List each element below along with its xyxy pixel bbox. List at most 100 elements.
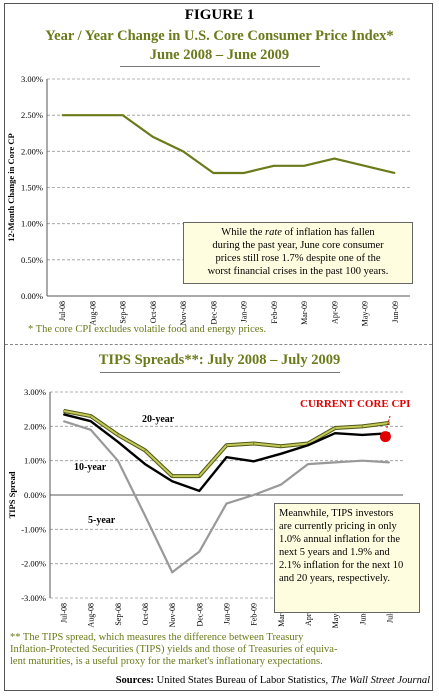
data-point	[90, 420, 92, 422]
tips-footnote: ** The TIPS spread, which measures the d…	[10, 632, 428, 668]
y-tick-label: 0.50%	[21, 255, 43, 265]
data-point	[144, 515, 146, 517]
x-tick-label: Jul-09	[385, 603, 394, 623]
data-point	[364, 165, 366, 167]
tips-annotation-line3: 1.0% annual inflation for the	[279, 534, 401, 545]
cpi-annotation-box: While the rate of inflation has fallen d…	[183, 222, 413, 284]
y-axis-label: 12-Month Change in Core CP	[6, 133, 16, 241]
tips-footnote-line2: Inflation-Protected Securities (TIPS) yi…	[10, 644, 338, 655]
x-tick-label: Nov-08	[168, 603, 177, 627]
y-tick-label: 0.00%	[21, 291, 43, 301]
x-tick-label: Dec-08	[209, 301, 218, 325]
data-point	[62, 413, 65, 415]
data-point	[90, 415, 92, 417]
data-point	[90, 429, 92, 431]
series-label-10-year: 10-year	[74, 462, 107, 473]
x-tick-label: Jul-08	[58, 301, 67, 321]
data-point	[144, 449, 146, 451]
x-tick-label: Sep-08	[119, 301, 128, 324]
section-divider	[5, 344, 432, 345]
x-tick-label: Sep-08	[114, 603, 123, 626]
x-tick-label: Jan-09	[240, 301, 249, 322]
y-axis-label: TIPS Spread	[7, 471, 17, 518]
cpi-annotation-line1: While the rate of inflation has fallen	[221, 227, 375, 238]
data-point	[198, 551, 200, 553]
y-tick-label: 1.50%	[21, 183, 43, 193]
y-tick-label: 1.00%	[21, 219, 43, 229]
title-rule	[120, 66, 320, 67]
tips-annotation-line1: Meanwhile, TIPS investors	[279, 508, 394, 519]
cpi-annotation-line4: worst financial crises in the past 100 y…	[207, 266, 389, 277]
core-cpi-marker	[379, 431, 391, 443]
x-tick-label: Mar-09	[300, 301, 309, 325]
tips-footnote-line1: ** The TIPS spread, which measures the d…	[10, 632, 304, 643]
tips-annotation-line6: and 20 years, respectively.	[279, 573, 390, 584]
y-tick-label: 0.00%	[24, 490, 46, 500]
x-tick-label: Jun-09	[391, 301, 400, 323]
cpi-footnote: * The core CPI excludes volatile food an…	[28, 324, 267, 335]
x-tick-label: Jun-09	[358, 603, 367, 625]
x-tick-label: Aug-08	[87, 603, 96, 627]
series-line	[62, 114, 396, 175]
x-tick-label: Jan-09	[223, 603, 232, 624]
data-point	[307, 463, 309, 465]
sources-text: United States Bureau of Labor Statistics…	[154, 675, 331, 686]
x-tick-label: Mar-09	[277, 603, 286, 627]
data-point	[253, 494, 255, 496]
x-tick-label: May-09	[361, 301, 370, 326]
data-point	[334, 461, 336, 463]
title-rule-2	[100, 372, 340, 373]
cpi-chart-title: Year / Year Change in U.S. Core Consumer…	[45, 28, 394, 44]
x-tick-label: Aug-08	[88, 301, 97, 325]
series-line-outline	[63, 408, 390, 479]
x-tick-label: Dec-08	[195, 603, 204, 627]
data-point	[225, 502, 228, 505]
data-point	[117, 460, 119, 462]
data-point	[394, 172, 396, 174]
sources-line: Sources: United States Bureau of Labor S…	[0, 675, 430, 686]
x-tick-label: Apr-09	[304, 603, 313, 626]
data-point	[91, 114, 93, 116]
x-tick-label: Feb-09	[270, 301, 279, 324]
data-point	[280, 453, 282, 455]
data-point	[361, 425, 363, 427]
data-point	[225, 444, 228, 446]
cpi-chart: 0.00% 0.50% 1.00% 1.50% 2.00% 2.50% 3.00% Jul-0…	[6, 74, 410, 326]
core-cpi-arrow	[385, 415, 391, 430]
data-point	[307, 444, 309, 446]
y-tick-label: 1.00%	[24, 456, 46, 466]
y-tick-label: 2.00%	[21, 146, 43, 156]
data-point	[253, 460, 255, 462]
tips-footnote-line3: lent maturities, is a useful proxy for t…	[10, 656, 323, 667]
cpi-chart-subtitle: June 2008 – June 2009	[149, 47, 290, 63]
data-point	[61, 114, 63, 116]
data-point	[225, 456, 228, 458]
series-label-5-year: 5-year	[88, 515, 116, 526]
data-point	[62, 420, 65, 422]
x-tick-label: Oct-08	[149, 301, 158, 323]
cpi-annotation-line2: during the past year, June core consumer	[212, 240, 384, 251]
x-tick-label: May-09	[331, 603, 340, 628]
y-tick-label: 3.00%	[24, 387, 46, 397]
y-tick-label: -3.00%	[21, 593, 46, 603]
data-point	[122, 114, 124, 116]
data-point	[62, 410, 65, 412]
data-point	[152, 136, 154, 138]
data-point	[198, 490, 200, 492]
data-point	[303, 165, 305, 167]
data-point	[334, 432, 336, 434]
data-point	[334, 427, 336, 429]
data-point	[182, 150, 184, 152]
figure-label: FIGURE 1	[184, 7, 255, 23]
tips-annotation-line4: next 5 years and 1.9% and	[279, 547, 390, 558]
data-point	[280, 484, 282, 486]
data-point	[361, 460, 363, 462]
data-point	[333, 157, 335, 160]
x-tick-label: Nov-08	[179, 301, 188, 325]
data-point	[117, 434, 119, 436]
data-point	[171, 480, 173, 482]
y-tick-label: 3.00%	[21, 74, 43, 84]
data-point	[361, 434, 363, 436]
cpi-annotation-line3: prices still rose 1.7% despite one of th…	[215, 253, 381, 264]
